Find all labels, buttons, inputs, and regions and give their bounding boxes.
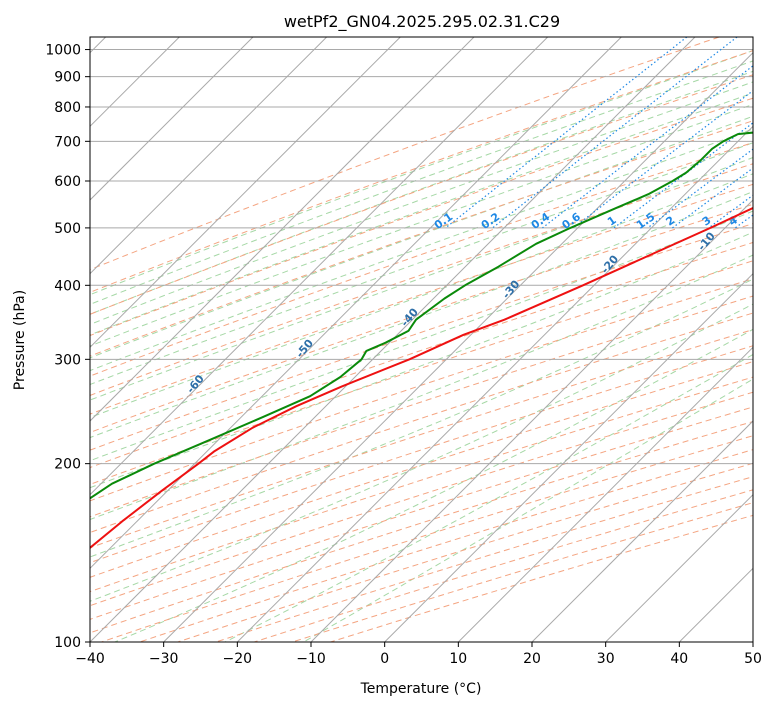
moist-adiabat-line [90, 173, 753, 419]
mixing-ratio-lines [445, 37, 753, 229]
isotherm-line [90, 37, 401, 349]
moist-adiabat-line [90, 128, 753, 372]
x-tick-label: 40 [670, 651, 688, 667]
x-tick-label: 20 [523, 651, 541, 667]
x-axis-label: Temperature (°C) [360, 681, 482, 697]
moist-adiabat-line [90, 50, 753, 296]
x-tick-label: 10 [449, 651, 467, 667]
mixing-ratio-line [542, 65, 753, 229]
chart-title: wetPf2_GN04.2025.295.02.31.C29 [284, 12, 560, 32]
isotherm-line [531, 420, 753, 642]
moist-adiabat-line [303, 378, 753, 642]
x-tick-label: −10 [296, 651, 326, 667]
moist-adiabat-line [90, 60, 753, 305]
y-tick-label: 900 [54, 70, 81, 86]
x-tick-label: 0 [380, 651, 389, 667]
dewpoint-profile-line [90, 131, 753, 500]
moist-adiabat-line [90, 278, 753, 558]
isotherm-line [90, 37, 549, 496]
dry-adiabat-line [90, 142, 753, 377]
isotherm-line [90, 37, 622, 570]
dry-adiabat-line [90, 278, 753, 502]
dry-adiabat-line [90, 97, 753, 337]
isotherm-line [457, 346, 753, 642]
y-tick-label: 600 [54, 174, 81, 190]
moist-adiabat-line [90, 157, 753, 401]
isotherm-line [90, 37, 254, 201]
y-tick-label: 200 [54, 457, 81, 473]
dry-adiabat-line [90, 50, 753, 293]
isotherm-line [310, 199, 753, 642]
moist-adiabat-line [90, 70, 753, 315]
moist-adiabat-line [90, 81, 753, 325]
y-tick-label: 800 [54, 100, 81, 116]
dry-adiabat-line [90, 329, 753, 549]
dry-adiabat-line [90, 361, 753, 578]
dry-adiabat-line [90, 163, 753, 396]
profile-lines [90, 131, 753, 550]
x-tick-label: −20 [223, 651, 253, 667]
moist-adiabat-line [90, 303, 753, 602]
mixing-ratio-line [572, 89, 753, 229]
y-tick-label: 100 [54, 635, 81, 651]
plot-frame [89, 36, 754, 643]
dry-adiabat-line [90, 183, 753, 415]
isotherm-line [90, 37, 328, 275]
isotherm-line [605, 493, 753, 642]
y-axis-ticks: 100 200 300 400 500 600 700 800 900 1000 [45, 43, 90, 651]
mixing-ratio-line [672, 167, 753, 229]
y-tick-label: 400 [54, 278, 81, 294]
isobar-gridlines [90, 49, 753, 642]
x-axis-ticks: −40 −30 −20 −10 0 10 20 30 40 50 [75, 642, 762, 667]
moist-adiabat-line [90, 92, 753, 336]
isotherm-line [90, 37, 475, 422]
x-tick-label: 50 [744, 651, 762, 667]
moist-adiabats [90, 50, 753, 642]
y-axis-label: Pressure (hPa) [12, 290, 28, 390]
isotherm-line [236, 125, 753, 642]
moist-adiabat-line [90, 142, 753, 386]
y-tick-label: 500 [54, 221, 81, 237]
y-tick-label: 300 [54, 352, 81, 368]
dry-adiabat-line [90, 312, 753, 534]
dry-adiabat-line [90, 74, 753, 315]
x-tick-label: −40 [75, 651, 105, 667]
dry-adiabat-line [90, 223, 753, 451]
mixing-ratio-line [492, 37, 738, 229]
isotherm-line [163, 51, 753, 642]
y-tick-label: 700 [54, 134, 81, 150]
y-tick-label: 1000 [45, 43, 81, 59]
temperature-profile-line [90, 206, 753, 550]
x-tick-label: −30 [149, 651, 179, 667]
dry-adiabat-line [90, 391, 753, 607]
x-tick-label: 30 [597, 651, 615, 667]
isotherm-line [384, 272, 753, 642]
